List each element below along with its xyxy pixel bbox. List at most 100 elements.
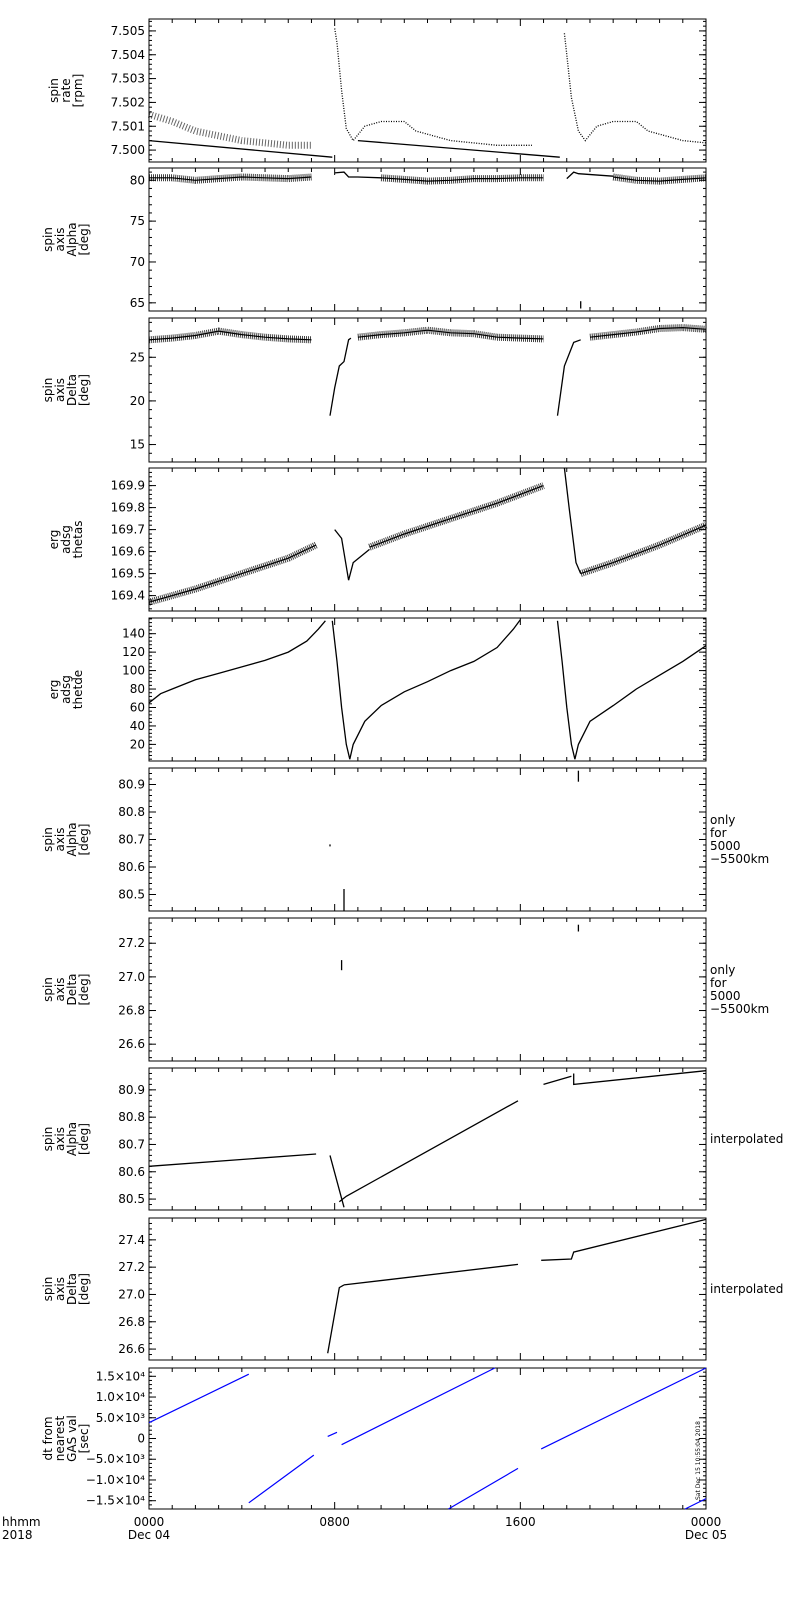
y-tick-label: 70 [130, 255, 145, 269]
x-axis-year-label: 2018 [2, 1528, 33, 1542]
y-tick-label: 0 [137, 1432, 145, 1446]
data-line [563, 467, 582, 574]
y-tick-label: 80 [130, 682, 145, 696]
x-tick-date-label: Dec 05 [685, 1528, 727, 1542]
panel-frame [148, 617, 707, 762]
y-tick-label: 20 [130, 394, 145, 408]
panel-frame [148, 1067, 707, 1211]
y-tick-label: 7.502 [111, 95, 145, 109]
y-tick-label: 75 [130, 214, 145, 228]
panel-frame [148, 167, 707, 312]
y-tick-label: 80.6 [118, 860, 145, 874]
data-line-blue [341, 1367, 496, 1446]
y-tick-label: 169.8 [111, 501, 145, 515]
y-tick-label: 1.5×10⁴ [96, 1369, 145, 1383]
data-line [357, 139, 560, 158]
data-line [556, 620, 707, 760]
y-tick-label: 7.505 [111, 24, 145, 38]
y-tick-label: 120 [122, 645, 145, 659]
y-tick-label: 26.8 [118, 1315, 145, 1329]
y-axis-label-line: Delta [65, 374, 79, 406]
y-axis-label-line: erg [47, 530, 61, 550]
data-band-core [369, 485, 544, 548]
panel-frame [148, 917, 707, 1062]
y-tick-label: 26.6 [118, 1342, 145, 1356]
y-tick-label: 65 [130, 296, 145, 310]
data-band-core [381, 177, 544, 182]
y-axis-label-line: [sec] [77, 1424, 91, 1454]
data-band [579, 521, 708, 577]
y-tick-label: 15 [130, 438, 145, 452]
data-line [343, 1263, 519, 1286]
data-band-core [580, 524, 707, 575]
data-band-core [613, 176, 707, 182]
data-line [327, 1284, 345, 1354]
y-axis-label-line: [deg] [77, 374, 91, 406]
panel-note: for [710, 826, 727, 840]
data-dots [147, 110, 312, 149]
data-line [329, 337, 352, 416]
y-axis-label-line: [deg] [77, 1123, 91, 1155]
panel-1: 7.500 7.501 7.502 7.503 7.504 7.505 spinrate[r… [47, 18, 707, 163]
y-axis-label-line: spin [41, 1277, 55, 1302]
panel-note: only [710, 813, 735, 827]
y-axis-label-line: axis [53, 378, 67, 402]
data-line [541, 1218, 707, 1261]
data-band-core [149, 176, 312, 181]
panel-frame [148, 1367, 707, 1510]
y-tick-label: −1.5×10⁴ [86, 1494, 145, 1508]
y-tick-label: 100 [122, 664, 145, 678]
y-tick-label: 140 [122, 627, 145, 641]
y-tick-label: 27.0 [118, 1287, 145, 1301]
y-tick-label: 5.0×10³ [96, 1411, 145, 1425]
y-tick-label: 169.4 [111, 589, 145, 603]
y-tick-label: 80.9 [118, 778, 145, 792]
data-band-core [589, 326, 707, 338]
y-axis-label-line: [deg] [77, 224, 91, 256]
y-tick-label: 80.7 [118, 1137, 145, 1151]
data-line-blue [327, 1431, 338, 1437]
y-axis-label-line: rate [59, 78, 73, 102]
y-axis-label-line: axis [53, 1127, 67, 1151]
y-tick-label: 80.8 [118, 805, 145, 819]
y-tick-label: 26.8 [118, 1004, 145, 1018]
panel-frame [148, 467, 707, 612]
y-tick-label: 80.5 [118, 1192, 145, 1206]
generation-timestamp: Sat Dec 15 10:55:04 2018 [695, 1421, 702, 1500]
y-tick-label: 26.6 [118, 1037, 145, 1051]
panel-frame [148, 1217, 707, 1361]
y-tick-label: 80.9 [118, 1083, 145, 1097]
y-tick-label: 60 [130, 700, 145, 714]
data-spike [334, 28, 532, 146]
y-axis-label-line: axis [53, 827, 67, 851]
y-tick-label: 80 [130, 173, 145, 187]
panel-note: 5000 [710, 839, 741, 853]
y-axis-label-line: spin [41, 827, 55, 852]
data-line-blue [684, 1498, 707, 1510]
y-axis-label-line: erg [47, 680, 61, 700]
panel-note: −5500km [710, 1002, 769, 1016]
y-tick-label: 169.9 [111, 479, 145, 493]
data-line [329, 1155, 345, 1208]
panel-note: only [710, 963, 735, 977]
y-tick-label: 7.504 [111, 48, 145, 62]
panel-note: 5000 [710, 989, 741, 1003]
data-line [334, 171, 382, 179]
data-line-blue [540, 1367, 707, 1450]
data-line-blue [148, 1373, 250, 1424]
y-axis-label-line: Delta [65, 973, 79, 1005]
y-axis-label-line: spin [41, 977, 55, 1002]
x-tick-label: 0000 [134, 1515, 165, 1529]
y-axis-label-line: Alpha [65, 1122, 79, 1156]
panel-note: interpolated [710, 1282, 783, 1296]
data-band-core [148, 544, 317, 603]
data-band-core [357, 329, 544, 340]
panel-10: −1.5×10⁴ −1.0×10⁴ −5.0×10³ 0 5.0×10³ 1.0×10⁴ 1… [41, 1367, 707, 1510]
y-tick-label: 80.8 [118, 1110, 145, 1124]
y-tick-label: 27.2 [118, 936, 145, 950]
